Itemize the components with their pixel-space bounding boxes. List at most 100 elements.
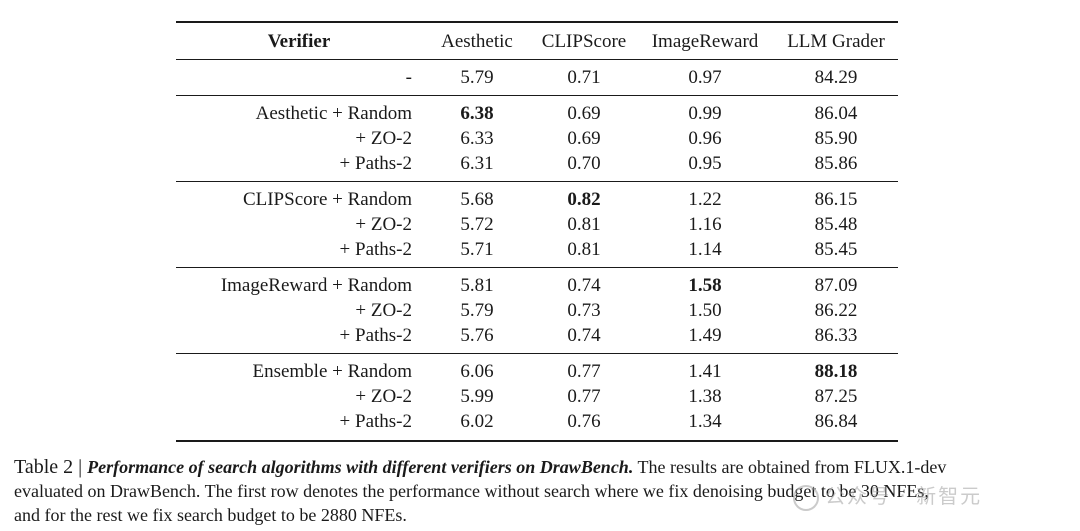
cell-aesthetic: 5.79 <box>460 300 494 321</box>
cell-clipscore: 0.76 <box>532 409 636 442</box>
cell-imagereward: 0.97 <box>636 59 774 96</box>
group-clipscore: CLIPScore + Random 5.68 0.82 1.22 86.15 … <box>176 182 898 268</box>
cell-imagereward: 1.38 <box>688 386 722 407</box>
cell-llm-grader: 85.90 <box>814 128 858 149</box>
row-label: ImageReward + Random <box>220 275 412 296</box>
cell-llm-grader: 86.33 <box>774 323 898 354</box>
cell-aesthetic: 5.71 <box>422 237 532 268</box>
cell-aesthetic: 6.02 <box>422 409 532 442</box>
table-row: + ZO-2 5.79 0.73 1.50 86.22 <box>176 298 898 323</box>
cell-aesthetic: 5.72 <box>460 214 494 235</box>
cell-llm-grader: 84.29 <box>774 59 898 96</box>
watermark-text: 公众号 · 新智元 <box>825 484 983 508</box>
group-ensemble: Ensemble + Random 6.06 0.77 1.41 88.18 +… <box>176 354 898 442</box>
cell-aesthetic: 5.79 <box>422 59 532 96</box>
wechat-icon <box>793 484 819 511</box>
row-label: Aesthetic + Random <box>255 103 412 124</box>
cell-aesthetic: 5.68 <box>460 189 494 210</box>
caption-line-1: Table 2 | Performance of search algorith… <box>14 455 1074 479</box>
cell-imagereward: 0.95 <box>636 151 774 182</box>
cell-aesthetic-best: 6.38 <box>460 103 494 124</box>
cell-llm-grader: 86.04 <box>814 103 858 124</box>
cell-llm-grader: 85.45 <box>774 237 898 268</box>
cell-aesthetic: 5.81 <box>460 275 494 296</box>
row-label: + Paths-2 <box>176 323 422 354</box>
group-imagereward: ImageReward + Random 5.81 0.74 1.58 87.0… <box>176 268 898 354</box>
table-row: + Paths-2 5.71 0.81 1.14 85.45 <box>176 237 898 268</box>
cell-imagereward: 0.99 <box>688 103 722 124</box>
group-no-search: - 5.79 0.71 0.97 84.29 <box>176 59 898 96</box>
cell-imagereward: 0.96 <box>688 128 722 149</box>
header-clipscore: CLIPScore <box>532 21 636 60</box>
table-row: - 5.79 0.71 0.97 84.29 <box>176 59 898 96</box>
cell-llm-grader: 86.84 <box>774 409 898 442</box>
results-table: Verifier Aesthetic CLIPScore ImageReward… <box>176 21 898 442</box>
cell-clipscore-best: 0.82 <box>567 189 601 210</box>
cell-imagereward: 1.16 <box>688 214 722 235</box>
table-row: + Paths-2 6.31 0.70 0.95 85.86 <box>176 151 898 182</box>
cell-clipscore: 0.81 <box>532 237 636 268</box>
cell-clipscore: 0.74 <box>567 275 601 296</box>
cell-aesthetic: 5.99 <box>460 386 494 407</box>
cell-llm-grader: 87.09 <box>814 275 858 296</box>
row-label: + ZO-2 <box>355 128 412 149</box>
table-row: CLIPScore + Random 5.68 0.82 1.22 86.15 <box>176 182 898 213</box>
table-row: + Paths-2 5.76 0.74 1.49 86.33 <box>176 323 898 354</box>
header-imagereward: ImageReward <box>636 21 774 60</box>
cell-clipscore: 0.73 <box>567 300 601 321</box>
row-label: CLIPScore + Random <box>242 189 412 210</box>
row-label: + Paths-2 <box>176 237 422 268</box>
cell-imagereward: 1.22 <box>688 189 722 210</box>
row-label: + ZO-2 <box>355 300 412 321</box>
cell-imagereward-best: 1.58 <box>688 275 722 296</box>
cell-aesthetic: 5.76 <box>422 323 532 354</box>
cell-imagereward: 1.14 <box>636 237 774 268</box>
table-row: + Paths-2 6.02 0.76 1.34 86.84 <box>176 409 898 442</box>
row-label: + ZO-2 <box>355 386 412 407</box>
table-row: Aesthetic + Random 6.38 0.69 0.99 86.04 <box>176 96 898 127</box>
cell-llm-grader-best: 88.18 <box>814 361 858 382</box>
table-row: + ZO-2 6.33 0.69 0.96 85.90 <box>176 126 898 151</box>
caption-lead: Table 2 | <box>14 456 88 478</box>
cell-llm-grader: 86.15 <box>814 189 858 210</box>
cell-imagereward: 1.41 <box>688 361 722 382</box>
cell-aesthetic: 6.06 <box>460 361 494 382</box>
caption-line1-rest: The results are obtained from FLUX.1-dev <box>633 457 947 477</box>
row-label: Ensemble + Random <box>252 361 412 382</box>
table-row: Ensemble + Random 6.06 0.77 1.41 88.18 <box>176 354 898 385</box>
row-label: - <box>176 59 422 96</box>
cell-clipscore: 0.69 <box>567 103 601 124</box>
table-row: + ZO-2 5.99 0.77 1.38 87.25 <box>176 384 898 409</box>
group-aesthetic: Aesthetic + Random 6.38 0.69 0.99 86.04 … <box>176 96 898 182</box>
header-llm-grader: LLM Grader <box>774 21 898 60</box>
cell-clipscore: 0.71 <box>532 59 636 96</box>
cell-imagereward: 1.34 <box>636 409 774 442</box>
cell-clipscore: 0.69 <box>567 128 601 149</box>
caption-line-2: evaluated on DrawBench. The first row de… <box>14 481 929 501</box>
cell-clipscore: 0.77 <box>567 386 601 407</box>
row-label: + Paths-2 <box>176 409 422 442</box>
header-aesthetic: Aesthetic <box>422 21 532 60</box>
caption-emphasis: Performance of search algorithms with di… <box>87 457 634 477</box>
table-row: ImageReward + Random 5.81 0.74 1.58 87.0… <box>176 268 898 299</box>
cell-llm-grader: 85.48 <box>814 214 858 235</box>
cell-aesthetic: 6.31 <box>422 151 532 182</box>
table-row: + ZO-2 5.72 0.81 1.16 85.48 <box>176 212 898 237</box>
cell-llm-grader: 86.22 <box>814 300 858 321</box>
cell-llm-grader: 87.25 <box>814 386 858 407</box>
header-verifier: Verifier <box>176 21 422 60</box>
cell-clipscore: 0.81 <box>567 214 601 235</box>
row-label: + ZO-2 <box>355 214 412 235</box>
cell-imagereward: 1.49 <box>636 323 774 354</box>
results-table-container: Verifier Aesthetic CLIPScore ImageReward… <box>176 21 898 442</box>
cell-clipscore: 0.70 <box>532 151 636 182</box>
cell-clipscore: 0.77 <box>567 361 601 382</box>
cell-aesthetic: 6.33 <box>460 128 494 149</box>
watermark: 公众号 · 新智元 <box>793 480 982 511</box>
cell-imagereward: 1.50 <box>688 300 722 321</box>
table-caption: Table 2 | Performance of search algorith… <box>14 455 1074 527</box>
header-row: Verifier Aesthetic CLIPScore ImageReward… <box>176 21 898 60</box>
cell-llm-grader: 85.86 <box>774 151 898 182</box>
caption-line-3: and for the rest we fix search budget to… <box>14 505 407 525</box>
cell-clipscore: 0.74 <box>532 323 636 354</box>
